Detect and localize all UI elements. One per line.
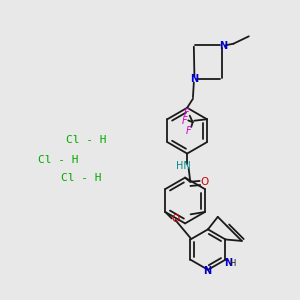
Text: O: O [201,177,209,188]
Text: HN: HN [176,161,191,171]
Text: F: F [183,108,189,118]
Text: O: O [172,214,180,224]
Text: N: N [224,258,232,268]
Text: H: H [229,259,235,268]
Text: N: N [219,40,227,50]
Text: F: F [182,116,187,126]
Text: N: N [190,74,198,84]
Text: F: F [185,125,191,136]
Text: Cl - H: Cl - H [66,135,106,145]
Text: N: N [203,266,211,276]
Text: Cl - H: Cl - H [38,154,78,164]
Text: Cl - H: Cl - H [61,173,102,183]
